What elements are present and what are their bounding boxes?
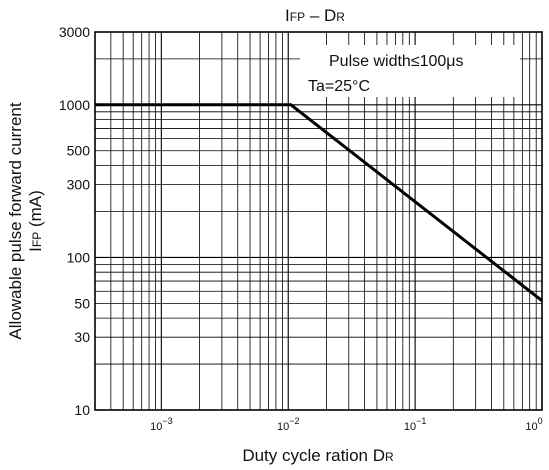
y-tick-label: 3000 xyxy=(59,24,90,40)
y-tick-label: 300 xyxy=(67,177,91,193)
y-tick-label: 1000 xyxy=(59,97,90,113)
y-tick-label: 10 xyxy=(74,402,90,418)
series-line-0 xyxy=(95,103,543,302)
y-axis-title-line1: Allowable pulse forward current xyxy=(6,102,25,339)
y-tick-labels: 10 30 50 100 300 500 1000 3000 xyxy=(59,24,90,418)
x-tick-label: 100 xyxy=(525,416,542,433)
plot-frame xyxy=(94,31,543,411)
y-tick-label: 500 xyxy=(67,143,91,159)
x-tick-label: 10−2 xyxy=(277,416,300,433)
chart-title: IFP – DR xyxy=(285,6,345,25)
x-axis-title: Duty cycle ration DR xyxy=(242,446,394,465)
y-axis-title-line2: IFP (mA) xyxy=(26,190,45,252)
x-tick-label: 10−3 xyxy=(150,416,173,433)
annotation-temperature: Ta=25°C xyxy=(308,78,370,95)
y-tick-label: 100 xyxy=(67,249,91,265)
annotation-background xyxy=(300,45,520,97)
annotation-pulse-width: Pulse width≤100μs xyxy=(329,53,464,70)
grid xyxy=(95,32,542,410)
y-tick-label: 50 xyxy=(74,295,90,311)
series-layer xyxy=(95,103,543,302)
x-tick-label: 10−1 xyxy=(404,416,427,433)
y-tick-label: 30 xyxy=(74,329,90,345)
x-tick-labels: 10−3 10−2 10−1 100 xyxy=(150,416,543,433)
